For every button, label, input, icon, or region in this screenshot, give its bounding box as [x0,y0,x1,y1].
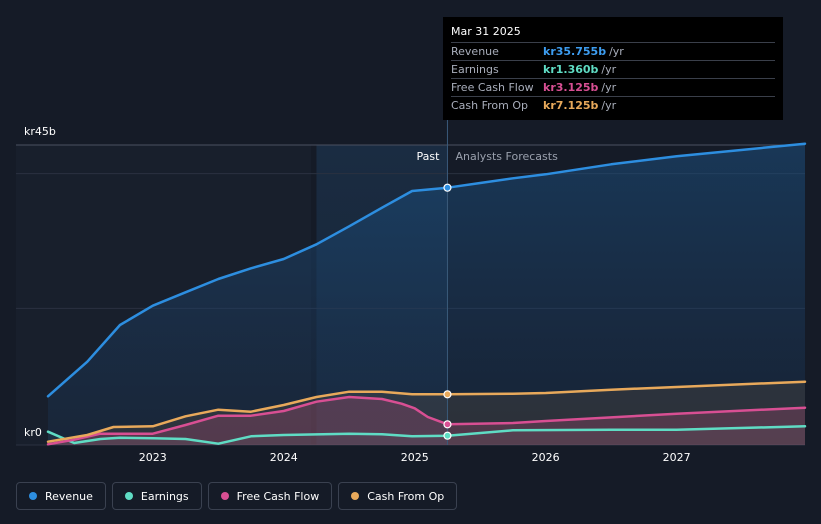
legend-item-revenue[interactable]: Revenue [16,482,106,510]
cash-from-op-dot-icon [351,492,360,500]
series-line-cash-from-op [46,380,807,443]
tooltip-row-revenue: Revenue kr35.755b /yr [451,42,775,60]
x-tick-label: 2023 [139,451,167,464]
tooltip-date: Mar 31 2025 [451,25,521,38]
legend-label: Revenue [45,489,93,503]
tooltip-value: kr35.755b [543,45,607,58]
x-tick-label: 2025 [401,451,429,464]
series-areas [48,143,805,445]
x-tick-label: 2026 [532,451,560,464]
legend: Revenue Earnings Free Cash Flow Cash Fro… [16,482,458,510]
series-line-free-cash-flow [46,395,807,446]
series-line-revenue [46,142,807,398]
tooltip-value: kr3.125b [543,81,599,94]
tooltip-row-earnings: Earnings kr1.360b /yr [451,60,775,78]
series-line-earnings [46,425,807,445]
series-area-revenue [48,143,805,445]
past-label: Past [417,150,441,163]
tooltip-unit: /yr [601,99,617,112]
series-lines [46,142,807,446]
tooltip-unit: /yr [601,63,617,76]
marker-cash-from-op [443,390,452,399]
hover-markers [443,183,452,440]
y-axis-max-label: kr45b [24,125,56,138]
tooltip-row-cash-from-op: Cash From Op kr7.125b /yr [451,96,775,114]
series-area-free-cash-flow [48,397,805,445]
tooltip-label: Revenue [451,45,499,58]
tooltip-label: Free Cash Flow [451,81,534,94]
legend-item-free-cash-flow[interactable]: Free Cash Flow [207,482,333,510]
analysts-forecasts-label: Analysts Forecasts [455,150,558,163]
tooltip-label: Earnings [451,63,499,76]
revenue-dot-icon [29,492,37,500]
free-cash-flow-dot-icon [220,492,229,500]
tooltip-label: Cash From Op [451,99,529,112]
x-tick-label: 2024 [270,451,298,464]
y-axis-min-label: kr0 [24,426,42,439]
tooltip-unit: /yr [601,81,617,94]
x-tick-label: 2027 [663,451,691,464]
legend-item-cash-from-op[interactable]: Cash From Op [338,482,458,510]
tooltip-value: kr7.125b [543,99,599,112]
tooltip-row-free-cash-flow: Free Cash Flow kr3.125b /yr [451,78,775,96]
marker-revenue [443,183,452,192]
earnings-dot-icon [124,492,133,500]
tooltip: Mar 31 2025 Revenue kr35.755b /yr Earnin… [443,17,783,120]
tooltip-value: kr1.360b [543,63,599,76]
legend-label: Cash From Op [367,489,445,503]
legend-label: Earnings [140,489,189,503]
x-axis-ticks: 2023 2024 2025 2026 2027 [139,451,691,464]
marker-earnings [443,431,452,440]
marker-free-cash-flow [443,420,452,429]
tooltip-unit: /yr [609,45,624,58]
legend-item-earnings[interactable]: Earnings [111,482,202,510]
legend-label: Free Cash Flow [236,489,320,503]
